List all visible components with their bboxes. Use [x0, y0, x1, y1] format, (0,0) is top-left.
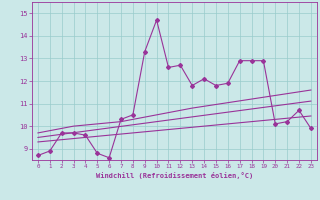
X-axis label: Windchill (Refroidissement éolien,°C): Windchill (Refroidissement éolien,°C) [96, 172, 253, 179]
